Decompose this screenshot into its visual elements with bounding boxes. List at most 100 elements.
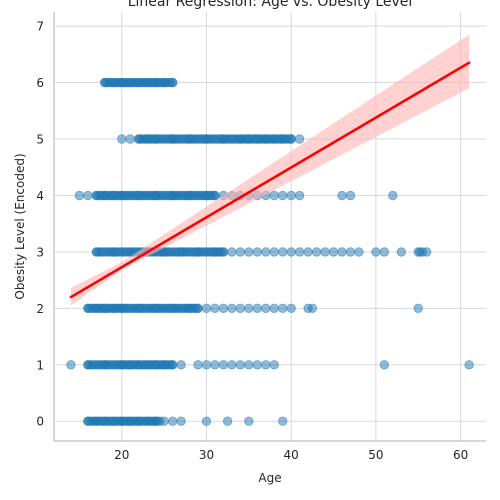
data-point bbox=[67, 361, 76, 370]
data-point bbox=[308, 304, 317, 313]
data-point bbox=[101, 304, 110, 313]
regression-line bbox=[71, 63, 469, 297]
data-point bbox=[202, 361, 211, 370]
data-point bbox=[245, 417, 254, 426]
data-point bbox=[245, 135, 254, 144]
data-point bbox=[278, 191, 287, 200]
data-point bbox=[422, 248, 431, 257]
data-point bbox=[380, 248, 389, 257]
x-tick-label: 50 bbox=[368, 448, 383, 462]
data-point bbox=[321, 248, 330, 257]
data-point bbox=[194, 304, 203, 313]
x-axis-label: Age bbox=[258, 471, 281, 485]
data-point bbox=[109, 417, 118, 426]
data-point bbox=[253, 135, 262, 144]
x-tick-label: 30 bbox=[199, 448, 214, 462]
data-point bbox=[219, 248, 228, 257]
data-point bbox=[118, 78, 127, 87]
data-point bbox=[84, 304, 93, 313]
data-point bbox=[126, 135, 135, 144]
data-point bbox=[168, 361, 177, 370]
data-point bbox=[168, 78, 177, 87]
data-point bbox=[304, 248, 313, 257]
data-point bbox=[118, 417, 127, 426]
data-point bbox=[202, 304, 211, 313]
data-point bbox=[143, 417, 152, 426]
data-point bbox=[397, 248, 406, 257]
data-point bbox=[389, 191, 398, 200]
data-point bbox=[219, 304, 228, 313]
data-point bbox=[194, 361, 203, 370]
data-point bbox=[134, 361, 143, 370]
y-tick-label: 2 bbox=[36, 302, 44, 316]
data-point bbox=[151, 78, 160, 87]
data-point bbox=[202, 191, 211, 200]
data-point bbox=[211, 191, 220, 200]
data-point bbox=[160, 417, 169, 426]
data-point bbox=[134, 78, 143, 87]
data-point bbox=[92, 191, 101, 200]
data-point bbox=[101, 191, 110, 200]
data-point bbox=[278, 304, 287, 313]
data-point bbox=[101, 78, 110, 87]
data-point bbox=[185, 304, 194, 313]
data-point bbox=[211, 248, 220, 257]
y-axis-label: Obesity Level (Encoded) bbox=[13, 153, 27, 299]
data-point bbox=[168, 304, 177, 313]
data-point bbox=[202, 135, 211, 144]
data-point bbox=[126, 417, 135, 426]
data-point bbox=[151, 361, 160, 370]
data-point bbox=[355, 248, 364, 257]
data-point bbox=[465, 361, 474, 370]
data-point bbox=[92, 248, 101, 257]
y-tick-label: 1 bbox=[36, 358, 44, 372]
data-point bbox=[295, 191, 304, 200]
data-point bbox=[185, 135, 194, 144]
data-point bbox=[168, 135, 177, 144]
x-tick-label: 20 bbox=[114, 448, 129, 462]
y-tick-label: 3 bbox=[36, 245, 44, 259]
data-point bbox=[278, 135, 287, 144]
data-point bbox=[329, 248, 338, 257]
data-point bbox=[287, 191, 296, 200]
data-point bbox=[287, 248, 296, 257]
data-point bbox=[245, 304, 254, 313]
data-point bbox=[236, 361, 245, 370]
data-point bbox=[262, 135, 271, 144]
data-point bbox=[262, 304, 271, 313]
x-tick-label: 40 bbox=[284, 448, 299, 462]
data-point bbox=[84, 191, 93, 200]
data-point bbox=[160, 361, 169, 370]
data-point bbox=[151, 417, 160, 426]
data-point bbox=[262, 361, 271, 370]
data-point bbox=[236, 135, 245, 144]
data-point bbox=[270, 304, 279, 313]
data-point bbox=[126, 361, 135, 370]
data-point bbox=[168, 417, 177, 426]
data-point bbox=[295, 135, 304, 144]
data-point bbox=[253, 304, 262, 313]
confidence-band bbox=[71, 35, 469, 306]
data-point bbox=[118, 191, 127, 200]
data-point bbox=[134, 417, 143, 426]
data-point bbox=[228, 304, 237, 313]
data-point bbox=[287, 304, 296, 313]
data-point bbox=[109, 191, 118, 200]
data-point bbox=[228, 248, 237, 257]
data-point bbox=[126, 78, 135, 87]
data-point bbox=[160, 78, 169, 87]
data-point bbox=[143, 135, 152, 144]
data-point bbox=[101, 361, 110, 370]
data-point bbox=[177, 417, 186, 426]
data-point bbox=[346, 248, 355, 257]
data-point bbox=[278, 417, 287, 426]
data-point bbox=[270, 361, 279, 370]
data-point bbox=[262, 248, 271, 257]
data-point bbox=[278, 248, 287, 257]
data-point bbox=[380, 361, 389, 370]
data-point bbox=[151, 191, 160, 200]
data-point bbox=[295, 248, 304, 257]
data-point bbox=[118, 304, 127, 313]
data-point bbox=[236, 304, 245, 313]
